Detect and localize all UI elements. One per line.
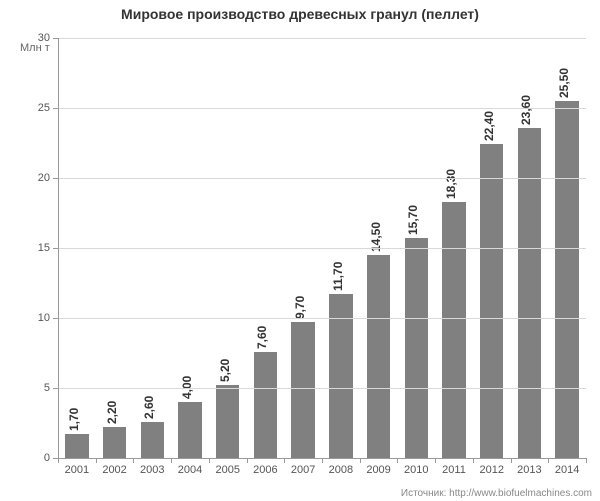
bar: 22,40 xyxy=(480,144,503,458)
x-tick-mark xyxy=(247,458,248,463)
x-tick-label: 2002 xyxy=(102,458,126,476)
x-tick-label: 2009 xyxy=(366,458,390,476)
bar-value-label: 9,70 xyxy=(293,296,307,319)
x-tick-mark xyxy=(133,458,134,463)
bar-value-label: 22,40 xyxy=(482,111,496,141)
y-tick-label: 20 xyxy=(38,172,58,184)
x-tick-mark xyxy=(96,458,97,463)
grid-line xyxy=(58,388,586,389)
x-tick-label: 2006 xyxy=(253,458,277,476)
x-tick-mark xyxy=(284,458,285,463)
x-tick-mark xyxy=(209,458,210,463)
x-tick-mark xyxy=(435,458,436,463)
bar: 9,70 xyxy=(291,322,314,458)
plot-area: 1,70 2,20 2,60 4,00 5,20 7,60 9,70 11,70 14,50 15… xyxy=(58,38,586,458)
x-tick-mark xyxy=(473,458,474,463)
bar: 7,60 xyxy=(254,352,277,458)
source-label: Источник: http://www.biofuelmachines.com xyxy=(401,488,592,499)
x-tick-label: 2012 xyxy=(479,458,503,476)
x-tick-label: 2007 xyxy=(291,458,315,476)
grid-line xyxy=(58,108,586,109)
chart-title: Мировое производство древесных гранул (п… xyxy=(0,6,600,22)
bar: 14,50 xyxy=(367,255,390,458)
chart-container: Мировое производство древесных гранул (п… xyxy=(0,0,600,501)
bar: 4,00 xyxy=(178,402,201,458)
bar-value-label: 1,70 xyxy=(67,408,81,431)
bar: 1,70 xyxy=(65,434,88,458)
x-tick-label: 2014 xyxy=(555,458,579,476)
bar: 5,20 xyxy=(216,385,239,458)
y-tick-label: 25 xyxy=(38,102,58,114)
x-tick-mark xyxy=(322,458,323,463)
grid-line xyxy=(58,178,586,179)
x-tick-mark xyxy=(58,458,59,463)
grid-line xyxy=(58,318,586,319)
bar: 25,50 xyxy=(555,101,578,458)
bar: 2,60 xyxy=(141,422,164,458)
bar-value-label: 15,70 xyxy=(406,205,420,235)
x-tick-mark xyxy=(586,458,587,463)
bar-value-label: 23,60 xyxy=(519,95,533,125)
bar-value-label: 11,70 xyxy=(331,262,345,291)
y-tick-label: 10 xyxy=(38,312,58,324)
bar-value-label: 7,60 xyxy=(255,325,269,348)
bar-value-label: 2,60 xyxy=(142,395,156,418)
bar-value-label: 18,30 xyxy=(444,169,458,199)
bar-value-label: 25,50 xyxy=(557,68,571,98)
x-tick-mark xyxy=(397,458,398,463)
x-tick-label: 2013 xyxy=(517,458,541,476)
grid-line xyxy=(58,248,586,249)
bar: 18,30 xyxy=(442,202,465,458)
x-tick-mark xyxy=(171,458,172,463)
bar: 15,70 xyxy=(405,238,428,458)
x-tick-label: 2003 xyxy=(140,458,164,476)
x-tick-mark xyxy=(548,458,549,463)
bar: 2,20 xyxy=(103,427,126,458)
bar-value-label: 5,20 xyxy=(218,359,232,382)
grid-line xyxy=(58,38,586,39)
y-tick-label: 30 xyxy=(38,32,58,44)
x-tick-label: 2010 xyxy=(404,458,428,476)
x-tick-mark xyxy=(511,458,512,463)
x-tick-label: 2008 xyxy=(329,458,353,476)
bar-value-label: 2,20 xyxy=(105,401,119,424)
x-tick-label: 2005 xyxy=(215,458,239,476)
x-tick-label: 2004 xyxy=(178,458,202,476)
y-tick-label: 15 xyxy=(38,242,58,254)
y-tick-label: 0 xyxy=(44,452,58,464)
x-tick-label: 2001 xyxy=(65,458,89,476)
x-tick-label: 2011 xyxy=(442,458,466,476)
y-axis-line xyxy=(58,38,59,458)
x-tick-mark xyxy=(360,458,361,463)
y-tick-label: 5 xyxy=(44,382,58,394)
